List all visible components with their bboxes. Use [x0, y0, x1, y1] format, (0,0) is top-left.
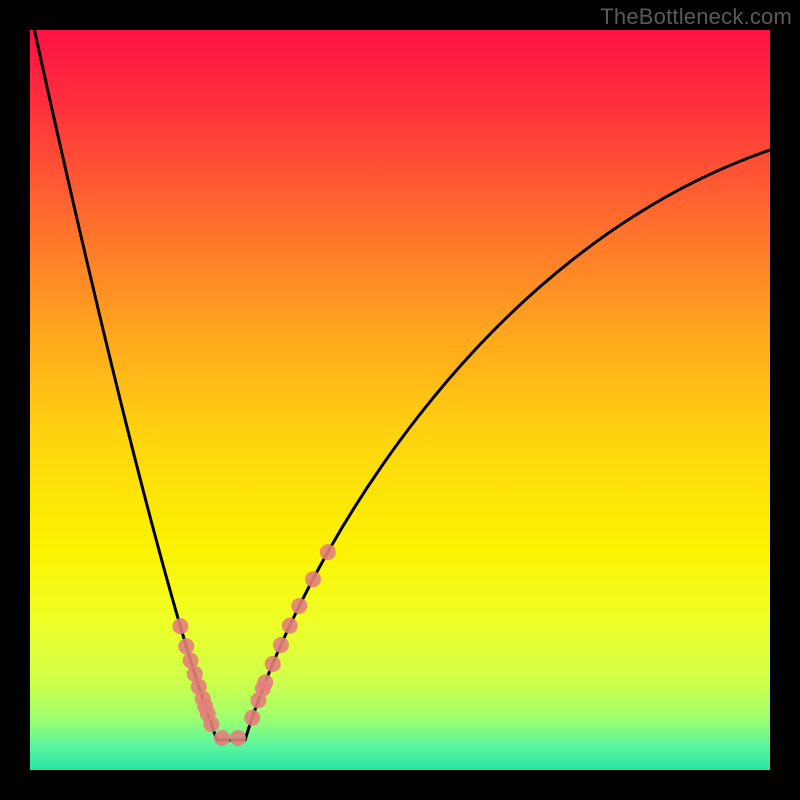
data-marker: [257, 674, 273, 690]
plot-area: [30, 30, 770, 770]
v-curve-path: [30, 10, 770, 740]
data-marker: [282, 618, 298, 634]
data-marker: [305, 571, 321, 587]
bottleneck-curve: [30, 30, 770, 770]
attribution-text: TheBottleneck.com: [600, 4, 792, 30]
data-marker: [178, 638, 194, 654]
data-marker: [203, 716, 219, 732]
data-marker: [291, 598, 307, 614]
data-marker: [273, 637, 289, 653]
data-marker: [172, 618, 188, 634]
data-marker: [230, 730, 246, 746]
data-marker: [320, 544, 336, 560]
chart-frame: TheBottleneck.com: [0, 0, 800, 800]
data-marker: [244, 710, 260, 726]
data-marker: [265, 656, 281, 672]
data-marker: [214, 730, 230, 746]
